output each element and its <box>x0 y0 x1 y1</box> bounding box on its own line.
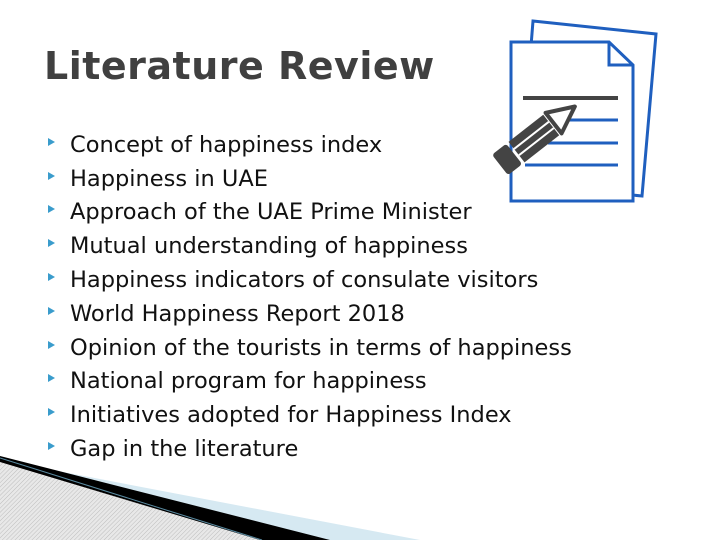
triangle-bullet-icon <box>48 239 55 248</box>
triangle-bullet-icon <box>48 205 55 214</box>
list-item: Opinion of the tourists in terms of happ… <box>48 331 572 365</box>
list-item: Happiness indicators of consulate visito… <box>48 263 572 297</box>
list-item: National program for happiness <box>48 365 572 399</box>
document-with-pencil-icon <box>493 19 658 203</box>
list-item: Gap in the literature <box>48 432 572 466</box>
triangle-bullet-icon <box>48 340 55 349</box>
bullet-text: Gap in the literature <box>70 436 299 463</box>
list-item: Mutual understanding of happiness <box>48 229 572 263</box>
bullet-text: Happiness in UAE <box>70 165 268 192</box>
bullet-list: Concept of happiness index Happiness in … <box>48 128 572 466</box>
triangle-bullet-icon <box>48 137 55 146</box>
triangle-bullet-icon <box>48 171 55 180</box>
bullet-text: Concept of happiness index <box>70 131 383 158</box>
bullet-text: Opinion of the tourists in terms of happ… <box>70 334 572 361</box>
slide-title: Literature Review <box>44 44 435 88</box>
bullet-text: Happiness indicators of consulate visito… <box>70 267 539 294</box>
bullet-text: Initiatives adopted for Happiness Index <box>70 402 512 429</box>
bottom-left-decoration <box>0 456 420 540</box>
list-item: Concept of happiness index <box>48 128 572 162</box>
triangle-bullet-icon <box>48 306 55 315</box>
bullet-text: Approach of the UAE Prime Minister <box>70 199 472 226</box>
list-item: Happiness in UAE <box>48 162 572 196</box>
bullet-text: National program for happiness <box>70 368 427 395</box>
list-item: World Happiness Report 2018 <box>48 297 572 331</box>
triangle-bullet-icon <box>48 408 55 417</box>
list-item: Approach of the UAE Prime Minister <box>48 196 572 230</box>
list-item: Initiatives adopted for Happiness Index <box>48 398 572 432</box>
triangle-bullet-icon <box>48 374 55 383</box>
bullet-text: Mutual understanding of happiness <box>70 233 468 260</box>
triangle-bullet-icon <box>48 442 55 451</box>
bullet-text: World Happiness Report 2018 <box>70 300 405 327</box>
triangle-bullet-icon <box>48 273 55 282</box>
